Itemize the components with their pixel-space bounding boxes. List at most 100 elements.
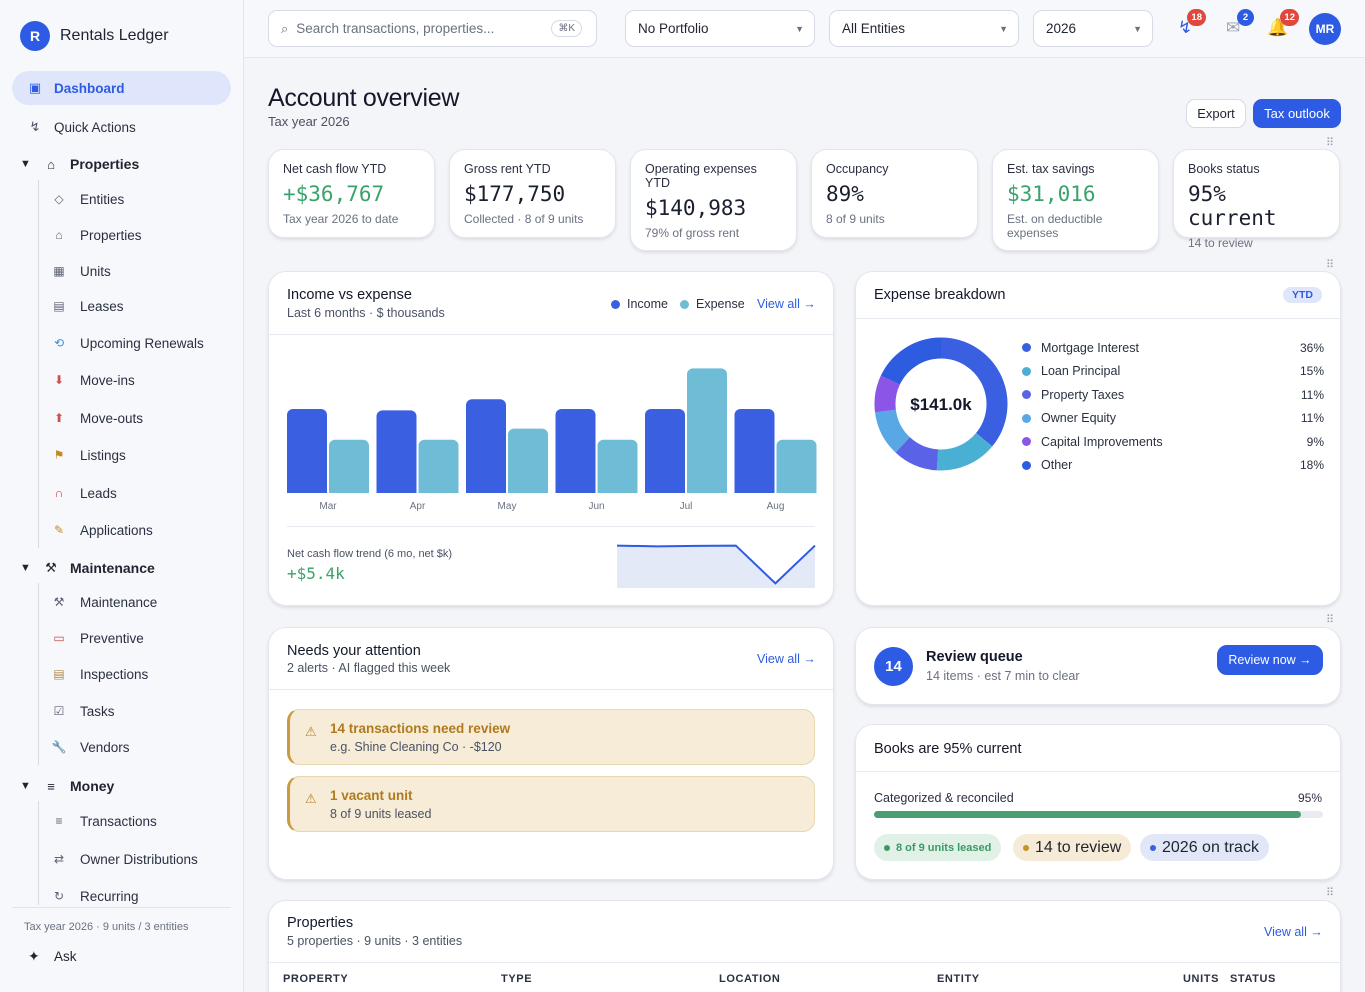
sidebar-item-transactions[interactable]: ≡ Transactions: [50, 809, 156, 833]
portfolio-select[interactable]: No Portfolio ▼: [625, 10, 815, 47]
review-now-button[interactable]: Review now →: [1217, 645, 1323, 675]
sidebar-item-vendors[interactable]: 🔧 Vendors: [51, 739, 130, 755]
legend-item[interactable]: Mortgage Interest 36%: [1022, 336, 1324, 360]
column-header-property[interactable]: PROPERTY: [283, 973, 349, 985]
donut-slice-loan-principal[interactable]: [936, 432, 993, 471]
sidebar-group-money[interactable]: ▼ ≡ Money: [20, 778, 115, 794]
kpi-sub: 79% of gross rent: [645, 226, 740, 240]
donut-slice-property-taxes[interactable]: [895, 436, 939, 471]
ask-button[interactable]: ✦ Ask: [28, 948, 77, 964]
column-header-type[interactable]: TYPE: [501, 973, 533, 985]
bar-income-may[interactable]: [466, 399, 506, 493]
income-view-all-link[interactable]: View all →: [757, 297, 816, 311]
pill-units-leased: 8 of 9 units leased: [874, 834, 1002, 861]
legend-percent: 11%: [1300, 411, 1324, 426]
pill-dot: [1150, 844, 1156, 851]
brand-logo: R: [20, 21, 50, 51]
bar-base: [687, 487, 727, 493]
search-box[interactable]: ⌕ ⌘K: [268, 10, 597, 47]
sidebar-item-recurring[interactable]: ↻ Recurring: [50, 884, 139, 908]
search-input[interactable]: [296, 21, 537, 36]
year-select[interactable]: 2026 ▼: [1033, 10, 1153, 47]
kpi-est-tax-savings[interactable]: Est. tax savings $31,016 Est. on deducti…: [992, 149, 1159, 251]
legend-item[interactable]: Other 18%: [1022, 454, 1324, 478]
bar-expense-aug[interactable]: [776, 439, 817, 493]
activity-icon[interactable]: ↯ 18: [1172, 9, 1206, 41]
sidebar-item-move-ins[interactable]: ⬇ Move-ins: [50, 368, 135, 392]
kpi-occupancy[interactable]: Occupancy 89% 8 of 9 units: [811, 149, 978, 238]
alert-transactions-review[interactable]: ⚠ 14 transactions need review e.g. Shine…: [287, 709, 815, 765]
donut-slice-owner-equity[interactable]: [875, 409, 911, 453]
legend-percent: 18%: [1299, 458, 1324, 473]
bar-income-jul[interactable]: [645, 409, 685, 493]
brand[interactable]: R Rentals Ledger: [20, 21, 169, 51]
sidebar-item-entities[interactable]: ◇ Entities: [50, 187, 124, 211]
card-subtitle: 5 properties · 9 units · 3 entities: [287, 934, 463, 948]
column-header-status[interactable]: STATUS: [1230, 973, 1276, 985]
sidebar-item-preventive[interactable]: ▭ Preventive: [50, 626, 143, 650]
bar-income-mar[interactable]: [287, 409, 327, 493]
topbar: ⌕ ⌘K No Portfolio ▼ All Entities ▼ 2026 …: [244, 0, 1365, 58]
sidebar-item-dashboard[interactable]: ▣ Dashboard: [12, 71, 231, 105]
card-divider: [856, 771, 1340, 772]
legend-item[interactable]: Owner Equity 11%: [1022, 407, 1324, 431]
legend-item[interactable]: Capital Improvements 9%: [1022, 430, 1324, 454]
bar-expense-may[interactable]: [508, 428, 548, 493]
tax-outlook-button[interactable]: Tax outlook: [1253, 99, 1341, 128]
bar-income-apr[interactable]: [376, 410, 417, 493]
drag-handle-icon[interactable]: ⠿: [1326, 137, 1334, 149]
sidebar-item-owner-distributions[interactable]: ⇄ Owner Distributions: [50, 847, 198, 871]
ytd-badge: YTD: [1283, 287, 1322, 303]
avatar[interactable]: MR: [1309, 13, 1341, 45]
bar-income-jun[interactable]: [555, 409, 596, 493]
sidebar-item-properties[interactable]: ⌂ Properties: [50, 223, 141, 247]
bar-expense-apr[interactable]: [418, 439, 459, 493]
alert-vacant-unit[interactable]: ⚠ 1 vacant unit 8 of 9 units leased: [287, 776, 815, 832]
legend-item[interactable]: Loan Principal 15%: [1022, 360, 1324, 384]
bar-expense-mar[interactable]: [329, 439, 369, 493]
entities-select[interactable]: All Entities ▼: [829, 10, 1019, 47]
mail-icon[interactable]: ✉ 2: [1220, 9, 1254, 41]
bar-expense-jun[interactable]: [597, 439, 638, 493]
kpi-books-status[interactable]: Books status 95% current 14 to review: [1173, 149, 1340, 250]
column-header-location[interactable]: LOCATION: [719, 973, 781, 985]
sidebar-item-listings[interactable]: ⚑ Listings: [50, 443, 126, 467]
sidebar-item-leads[interactable]: ∩ Leads: [50, 481, 117, 505]
legend-dot: [680, 299, 689, 309]
kpi-gross-rent[interactable]: Gross rent YTD $177,750 Collected · 8 of…: [449, 149, 616, 238]
sidebar-item-applications[interactable]: ✎ Applications: [50, 518, 153, 542]
column-header-units[interactable]: UNITS: [1183, 973, 1219, 985]
card-title: Books are 95% current: [874, 741, 1022, 757]
sidebar-item-units[interactable]: ▦ Units: [50, 259, 110, 283]
sidebar-item-inspections[interactable]: ▤ Inspections: [50, 662, 148, 686]
sidebar-item-move-outs[interactable]: ⬆ Move-outs: [50, 406, 143, 430]
donut-slice-capital-improvements[interactable]: [874, 375, 901, 413]
properties-card: Properties 5 properties · 9 units · 3 en…: [268, 900, 1341, 992]
attention-view-all-link[interactable]: View all →: [757, 652, 816, 666]
legend-item[interactable]: Property Taxes 11%: [1022, 383, 1324, 407]
bell-icon[interactable]: 🔔 12: [1265, 9, 1299, 41]
kpi-net-cash-flow[interactable]: Net cash flow YTD +$36,767 Tax year 2026…: [268, 149, 435, 238]
sidebar-item-upcoming-renewals[interactable]: ⟲ Upcoming Renewals: [50, 331, 204, 355]
sidebar-item-leases[interactable]: ▤ Leases: [50, 294, 123, 318]
legend-percent: 9%: [1306, 434, 1324, 449]
export-button[interactable]: Export: [1186, 99, 1246, 128]
bar-income-aug[interactable]: [734, 409, 775, 493]
sidebar-item-maintenance[interactable]: ⚒ Maintenance: [50, 590, 158, 614]
column-header-entity[interactable]: ENTITY: [937, 973, 980, 985]
bar-expense-jul[interactable]: [687, 368, 727, 493]
properties-view-all-link[interactable]: View all →: [1264, 925, 1323, 939]
donut-slice-mortgage-interest[interactable]: [940, 337, 1008, 447]
drag-handle-icon[interactable]: ⠿: [1326, 887, 1334, 899]
legend-percent: 15%: [1299, 364, 1324, 379]
drag-handle-icon[interactable]: ⠿: [1326, 259, 1334, 271]
kpi-operating-expenses[interactable]: Operating expenses YTD $140,983 79% of g…: [630, 149, 797, 251]
sidebar-item-quick-actions[interactable]: ↯ Quick Actions: [12, 110, 231, 144]
drag-handle-icon[interactable]: ⠿: [1326, 614, 1334, 626]
bar-base: [329, 487, 369, 493]
sidebar-item-tasks[interactable]: ☑ Tasks: [50, 699, 115, 723]
donut-slice-other[interactable]: [880, 337, 942, 386]
sidebar-group-maintenance[interactable]: ▼ ⚒ Maintenance: [20, 560, 155, 576]
sidebar-group-properties[interactable]: ▼ ⌂ Properties: [20, 156, 140, 172]
progress-fill: [874, 811, 1301, 818]
